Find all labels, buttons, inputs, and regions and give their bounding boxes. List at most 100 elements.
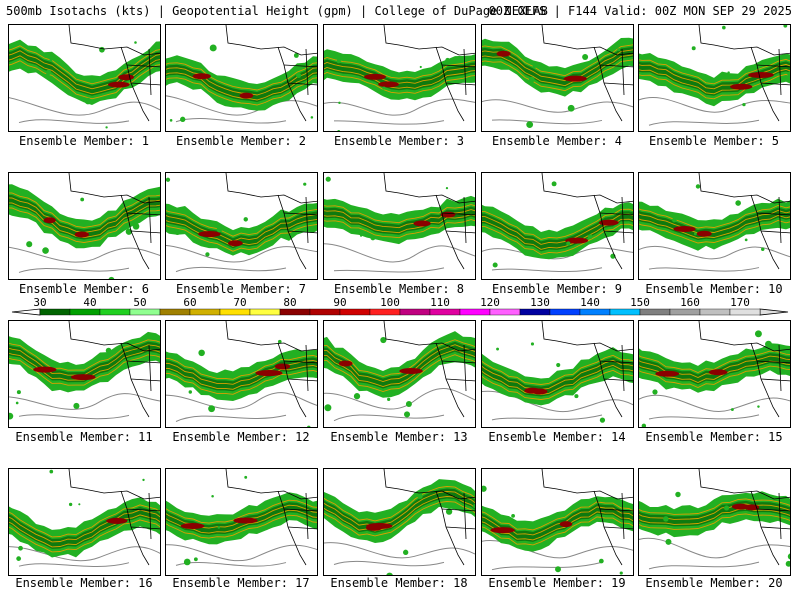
jet-stream bbox=[166, 44, 317, 123]
speed-blob bbox=[336, 59, 341, 64]
speed-blob bbox=[49, 58, 53, 62]
colorbar-tick-label: 30 bbox=[33, 296, 46, 309]
border-line bbox=[541, 321, 633, 352]
ensemble-panel-1[interactable] bbox=[8, 24, 161, 132]
coastlines bbox=[698, 25, 790, 122]
colorbar-swatch bbox=[459, 308, 491, 316]
jet-max-core bbox=[192, 73, 211, 80]
isotach-line bbox=[482, 516, 633, 546]
ensemble-member-label: Ensemble Member: 12 bbox=[172, 430, 310, 444]
coastlines bbox=[68, 25, 160, 122]
speed-blob bbox=[325, 176, 331, 182]
jet-max-core bbox=[748, 72, 774, 79]
isotach-line bbox=[166, 365, 317, 390]
ensemble-panel-15[interactable] bbox=[638, 320, 791, 428]
border-line bbox=[68, 469, 160, 500]
isotach-line bbox=[482, 54, 633, 87]
ensemble-panel-18[interactable] bbox=[323, 468, 476, 576]
isotach-line bbox=[482, 511, 633, 541]
isotach-line bbox=[639, 73, 790, 100]
speed-blob bbox=[78, 503, 81, 506]
jet-max-core bbox=[233, 517, 258, 524]
ensemble-panel-4[interactable] bbox=[481, 24, 634, 132]
ensemble-panel-3[interactable] bbox=[323, 24, 476, 132]
ensemble-panel-10[interactable] bbox=[638, 172, 791, 280]
ensemble-member-label: Ensemble Member: 6 bbox=[18, 282, 150, 296]
isotach-line bbox=[9, 50, 160, 90]
border-line bbox=[383, 469, 475, 500]
ensemble-panel-6[interactable] bbox=[8, 172, 161, 280]
ensemble-panel-7[interactable] bbox=[165, 172, 318, 280]
ensemble-panel-2[interactable] bbox=[165, 24, 318, 132]
speed-blob bbox=[419, 65, 422, 69]
jet-stream bbox=[482, 485, 633, 575]
speed-blob bbox=[785, 560, 790, 567]
border-line bbox=[541, 25, 633, 56]
jet-stream bbox=[324, 331, 475, 418]
border-line bbox=[698, 25, 790, 56]
jet-max-core bbox=[74, 231, 90, 238]
ensemble-panel-11[interactable] bbox=[8, 320, 161, 428]
ensemble-member-label: Ensemble Member: 15 bbox=[645, 430, 783, 444]
height-contours bbox=[639, 537, 790, 570]
ensemble-panel-5[interactable] bbox=[638, 24, 791, 132]
jet-max-core bbox=[559, 521, 573, 528]
isotach-line bbox=[324, 491, 475, 527]
jet-band bbox=[9, 39, 160, 105]
colorbar-tick-label: 90 bbox=[333, 296, 346, 309]
speed-blob bbox=[142, 478, 145, 482]
colorbar-swatch bbox=[579, 308, 611, 316]
border-line bbox=[541, 469, 633, 500]
height-contours bbox=[324, 542, 475, 567]
state-borders bbox=[283, 344, 317, 392]
jet-max-core bbox=[563, 75, 587, 82]
jet-stream-map bbox=[639, 25, 790, 126]
speed-blob bbox=[566, 241, 571, 246]
west-coast bbox=[593, 194, 623, 270]
state-borders bbox=[756, 492, 790, 540]
west-coast bbox=[277, 342, 307, 418]
isotach-line bbox=[639, 215, 790, 239]
speed-blob bbox=[132, 223, 140, 230]
state-borders bbox=[599, 196, 633, 244]
ensemble-panel-20[interactable] bbox=[638, 468, 791, 576]
coastlines bbox=[541, 25, 633, 122]
ensemble-member-label: Ensemble Member: 9 bbox=[491, 282, 623, 296]
west-coast bbox=[277, 194, 307, 270]
ensemble-panel-13[interactable] bbox=[323, 320, 476, 428]
ensemble-panel-14[interactable] bbox=[481, 320, 634, 428]
jet-max-core bbox=[43, 217, 56, 224]
speed-blob bbox=[675, 491, 681, 498]
height-contours bbox=[324, 98, 475, 125]
colorbar-tick-label: 60 bbox=[183, 296, 196, 309]
height-contour bbox=[648, 267, 760, 272]
colorbar-tick-label: 140 bbox=[580, 296, 600, 309]
height-contour bbox=[166, 95, 317, 116]
colorbar-tick-label: 80 bbox=[283, 296, 296, 309]
ensemble-panel-16[interactable] bbox=[8, 468, 161, 576]
height-contours bbox=[482, 539, 633, 571]
colorbar-swatch bbox=[699, 308, 731, 316]
jet-band bbox=[9, 184, 160, 249]
state-borders bbox=[441, 492, 475, 540]
ensemble-panel-12[interactable] bbox=[165, 320, 318, 428]
ensemble-panel-17[interactable] bbox=[165, 468, 318, 576]
colorbar-swatch bbox=[279, 308, 311, 316]
west-coast bbox=[593, 490, 623, 566]
speed-blob bbox=[754, 330, 762, 338]
ensemble-panel-9[interactable] bbox=[481, 172, 634, 280]
isotach-line bbox=[324, 57, 475, 79]
speed-blob bbox=[99, 46, 105, 53]
jet-max-core bbox=[118, 74, 134, 81]
west-coast bbox=[750, 194, 780, 270]
coastlines bbox=[541, 173, 633, 270]
speed-blob bbox=[338, 101, 341, 105]
speed-blob bbox=[310, 116, 314, 119]
ensemble-panel-8[interactable] bbox=[323, 172, 476, 280]
speed-blob bbox=[18, 545, 23, 551]
speed-blob bbox=[761, 247, 765, 251]
speed-blob bbox=[652, 389, 658, 395]
isotach-line bbox=[9, 504, 160, 538]
jet-stream bbox=[482, 342, 633, 423]
ensemble-panel-19[interactable] bbox=[481, 468, 634, 576]
